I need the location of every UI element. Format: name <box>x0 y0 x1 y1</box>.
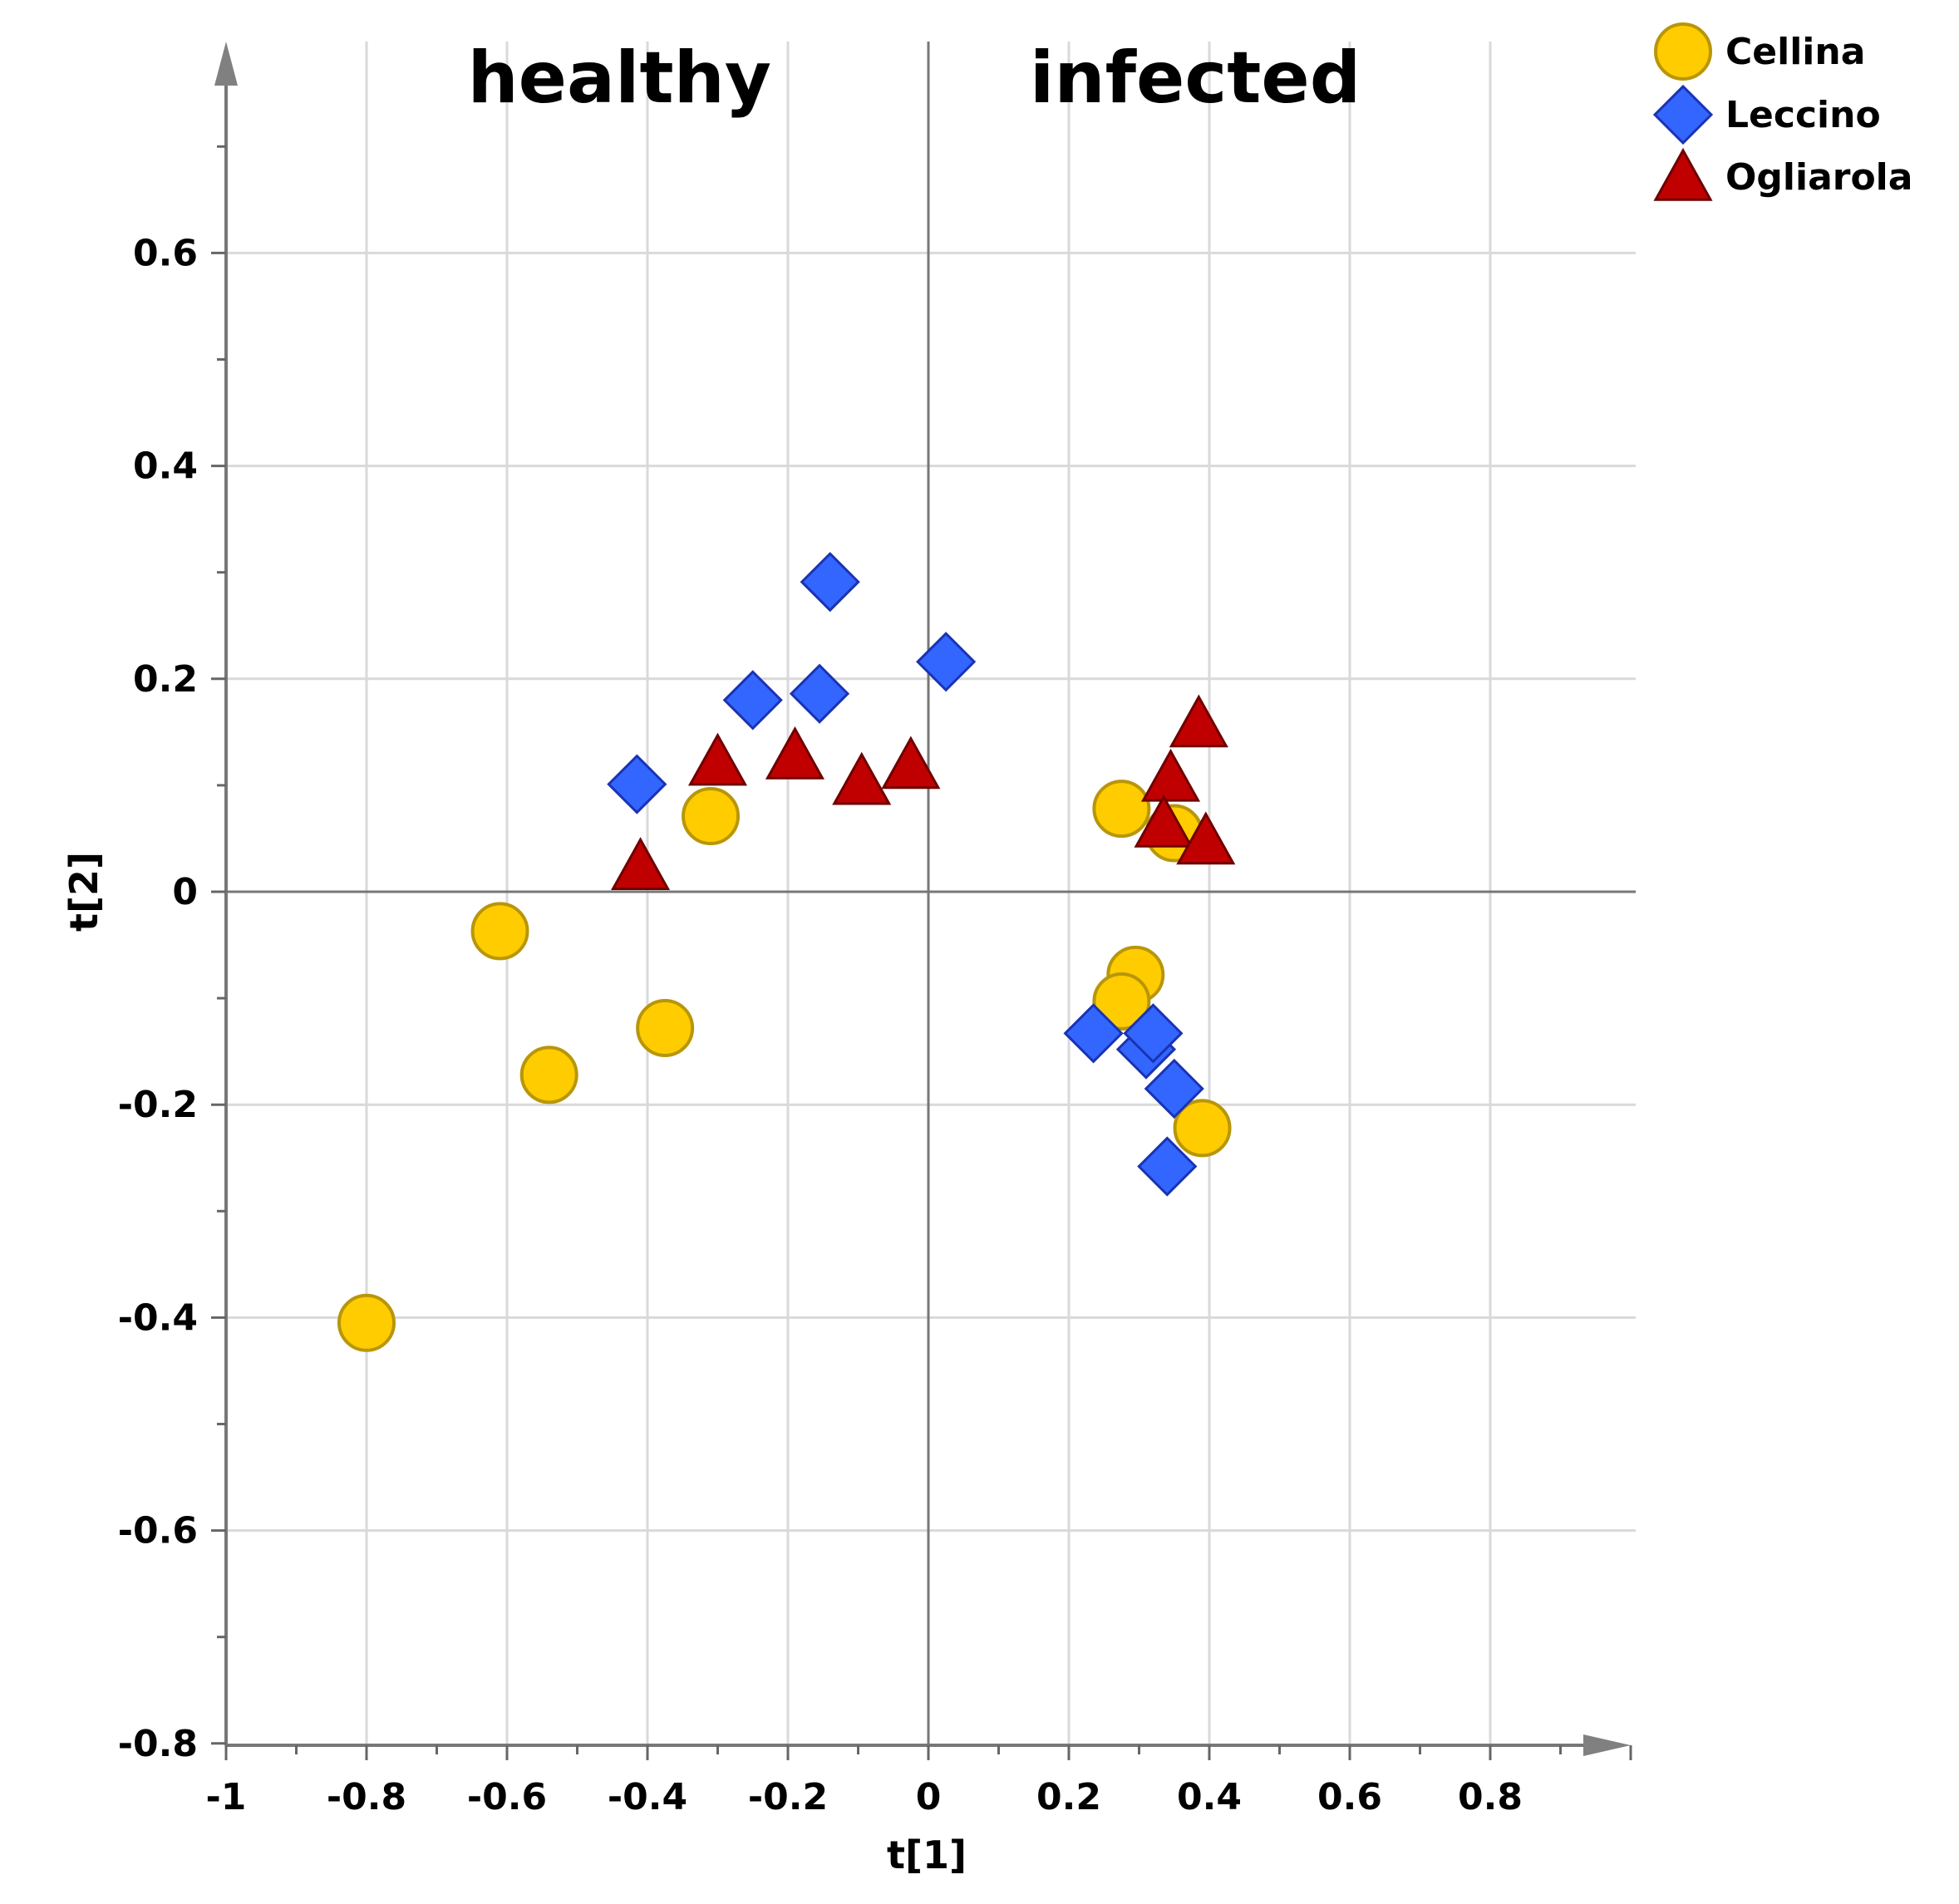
legend-marker-leccino <box>1652 84 1714 145</box>
legend-label-leccino: Leccino <box>1725 94 1881 136</box>
x-tick-label: -0.4 <box>608 1776 687 1818</box>
data-point-cellina <box>636 998 695 1057</box>
data-point-leccino <box>1144 1058 1204 1119</box>
data-point-ogliarola <box>1140 748 1201 802</box>
x-tick-label: 0.4 <box>1177 1776 1242 1818</box>
data-point-ogliarola <box>765 726 825 780</box>
legend-label-ogliarola: Ogliarola <box>1725 156 1912 199</box>
y-tick-label: -0.6 <box>118 1510 198 1552</box>
x-axis-label: t[1] <box>887 1833 967 1877</box>
y-tick-label: 0.2 <box>133 658 198 701</box>
data-point-cellina <box>682 787 741 846</box>
data-point-cellina <box>337 1293 396 1352</box>
y-tick-label: -0.2 <box>118 1084 198 1126</box>
data-point-ogliarola <box>610 837 671 890</box>
x-tick-label: 0.6 <box>1317 1776 1382 1818</box>
data-point-leccino <box>789 663 850 724</box>
data-point-leccino <box>1123 1003 1184 1064</box>
data-point-leccino <box>916 632 977 692</box>
annotation-label: healthy <box>467 37 770 120</box>
data-point-cellina <box>1092 972 1151 1031</box>
x-tick-label: 0.8 <box>1458 1776 1523 1818</box>
x-tick-label: -0.6 <box>467 1776 547 1818</box>
data-point-ogliarola <box>687 732 748 786</box>
x-tick-label: 0 <box>916 1776 942 1818</box>
legend: Cellina Leccino Ogliarola <box>1652 22 1912 201</box>
data-point-leccino <box>800 552 860 613</box>
data-point-cellina <box>1092 780 1151 839</box>
data-point-ogliarola <box>832 751 892 805</box>
axes <box>214 42 1636 1756</box>
x-axis-arrow <box>1583 1734 1631 1756</box>
grid-lines <box>226 42 1636 1745</box>
data-point-cellina <box>470 902 529 961</box>
x-tick-label: -0.2 <box>748 1776 828 1818</box>
data-points <box>337 552 1236 1352</box>
data-point-cellina <box>1173 1099 1232 1158</box>
data-point-leccino <box>607 754 667 814</box>
axis-ticks: -1 -0.8 -0.6 -0.4 -0.2 0 0.2 0.4 0.6 0.80.60.40.2… <box>118 145 1632 1818</box>
legend-marker-cellina <box>1654 22 1712 81</box>
legend-marker-ogliarola <box>1653 147 1713 201</box>
y-tick-label: -0.4 <box>118 1296 198 1339</box>
y-tick-label: 0 <box>172 871 198 913</box>
annotations: healthy infected <box>467 37 1361 120</box>
data-point-cellina <box>519 1045 578 1105</box>
legend-label-cellina: Cellina <box>1725 31 1865 73</box>
y-axis-label: t[2] <box>62 852 106 932</box>
data-point-leccino <box>1063 1003 1124 1064</box>
y-tick-label: -0.8 <box>118 1723 198 1765</box>
x-tick-label: -1 <box>206 1776 247 1818</box>
annotation-label: infected <box>1030 37 1361 120</box>
y-axis-arrow <box>214 42 238 86</box>
y-tick-label: 0.6 <box>133 232 198 274</box>
data-point-leccino <box>722 670 783 731</box>
data-point-ogliarola <box>1176 811 1236 865</box>
x-tick-label: 0.2 <box>1036 1776 1101 1818</box>
y-tick-label: 0.4 <box>133 445 198 488</box>
data-point-ogliarola <box>1134 794 1194 848</box>
data-point-leccino <box>1137 1136 1198 1197</box>
data-point-ogliarola <box>881 736 941 790</box>
x-tick-label: -0.8 <box>327 1776 406 1818</box>
data-point-ogliarola <box>1169 694 1228 748</box>
